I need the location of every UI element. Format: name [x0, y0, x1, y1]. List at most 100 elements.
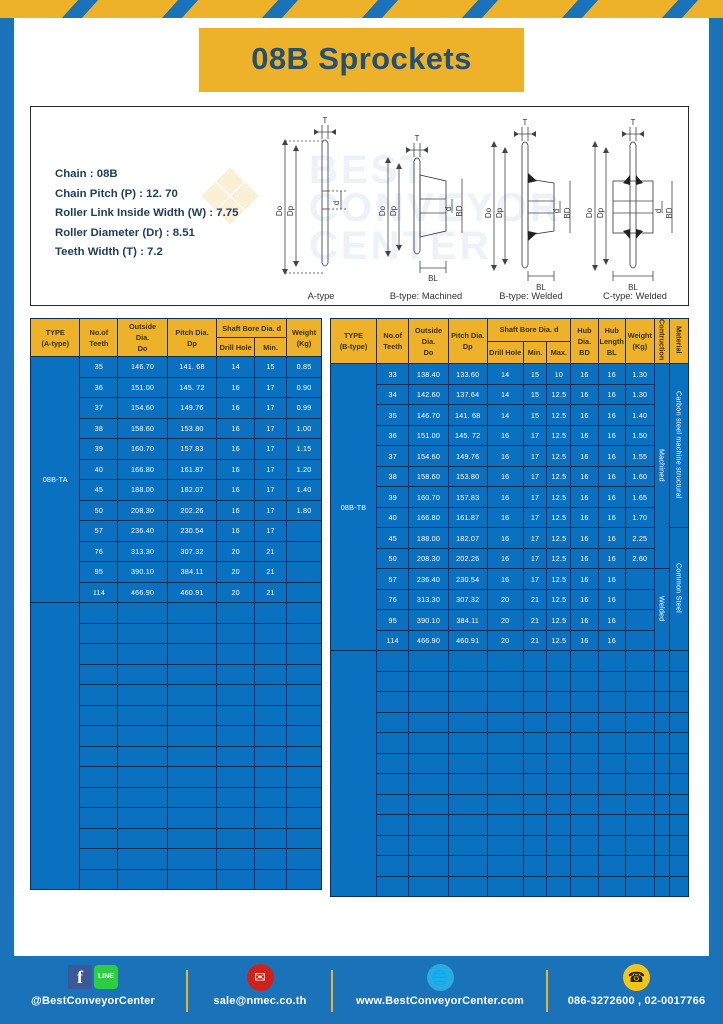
- cell-drill-hole: 20: [216, 561, 256, 583]
- cell-outside-dia: 160.70: [408, 486, 449, 508]
- footer-website[interactable]: 🌐 www.BestConveyorCenter.com: [335, 962, 545, 1018]
- diagram-caption: C-type: Welded: [603, 291, 667, 301]
- cell-pitch-dia: 307.32: [447, 588, 488, 611]
- table-a-header-row-2: Drill Hole Min.: [31, 337, 322, 357]
- th-outside-line1: Outside: [414, 325, 443, 335]
- cell-weight: 1.00: [286, 417, 322, 439]
- footer-email[interactable]: ✉ sale@nmec.co.th: [190, 962, 330, 1018]
- cell-min: 17: [254, 499, 288, 521]
- cell-outside-dia: 146.70: [408, 404, 449, 426]
- th-outside-dia: Outside Dia. Do: [408, 317, 449, 365]
- cell-weight: 1.40: [624, 404, 655, 426]
- cell-empty: [546, 670, 572, 693]
- cell-empty: [254, 766, 288, 788]
- facebook-icon[interactable]: f: [68, 965, 92, 989]
- table-row-empty: [31, 766, 322, 788]
- cell-empty: [166, 868, 218, 890]
- cell-teeth: 38: [79, 417, 119, 439]
- svg-text:Do: Do: [378, 205, 387, 216]
- specification-list: Chain : 08B Chain Pitch (P) : 12. 70 Rol…: [55, 165, 238, 263]
- table-row: 76 313.30 307.32 20 21 12.5 16 16: [331, 588, 689, 611]
- cell-empty: [166, 745, 218, 767]
- svg-text:BD: BD: [455, 205, 464, 216]
- cell-empty: [117, 807, 168, 829]
- footer-phone[interactable]: ☎ 086-3272600 , 02-0017766: [550, 962, 723, 1018]
- table-row: 95 390.10 384.11 20 21 12.5 16 16: [331, 609, 689, 631]
- cell-empty: [408, 732, 449, 754]
- cell-type-empty: [329, 650, 378, 898]
- footer-social[interactable]: f LINE @BestConveyorCenter: [0, 962, 186, 1018]
- cell-empty: [653, 855, 671, 877]
- cell-empty: [570, 855, 599, 877]
- cell-pitch-dia: 157.83: [447, 486, 488, 508]
- cell-empty: [408, 834, 449, 857]
- table-row-empty: [331, 855, 689, 877]
- svg-text:BD: BD: [665, 207, 674, 218]
- cell-hub-dia: 16: [570, 629, 599, 652]
- cell-outside-dia: 236.40: [408, 568, 449, 590]
- cell-empty: [216, 725, 256, 747]
- cell-empty: [117, 622, 168, 644]
- table-row-empty: [331, 875, 689, 898]
- mail-icon[interactable]: ✉: [246, 963, 274, 991]
- th-teeth-line2: Teeth: [383, 342, 403, 352]
- cell-teeth: 39: [79, 438, 119, 460]
- cell-weight: 1.50: [624, 424, 655, 447]
- cell-empty: [447, 834, 488, 857]
- table-row: 08B-TA 35 146.70 141. 68 14 15 0.85: [29, 356, 322, 603]
- cell-empty: [653, 691, 671, 713]
- cell-min: 15: [522, 363, 548, 385]
- cell-construction: Welded: [653, 568, 671, 652]
- th-type-line2: (A-type): [41, 338, 70, 348]
- cell-empty: [166, 827, 218, 849]
- cell-empty: [254, 725, 288, 747]
- footer-divider: [546, 970, 548, 1012]
- cell-max: 10: [546, 363, 572, 385]
- cell-pitch-dia: 230.54: [166, 520, 218, 542]
- cell-empty: [570, 650, 599, 672]
- svg-text:T: T: [523, 118, 528, 127]
- cell-min: 17: [254, 376, 288, 398]
- cell-empty: [254, 643, 288, 665]
- phone-icon[interactable]: ☎: [623, 963, 650, 991]
- cell-empty: [166, 602, 218, 624]
- cell-empty: [216, 807, 256, 829]
- svg-text:Dp: Dp: [389, 205, 398, 216]
- cell-hub-length: 16: [597, 404, 626, 426]
- cell-empty: [117, 663, 168, 685]
- cell-min: 17: [254, 458, 288, 480]
- cell-empty: [669, 752, 689, 775]
- cell-drill-hole: 14: [486, 363, 524, 385]
- footer-divider: [186, 970, 188, 1012]
- line-icon[interactable]: LINE: [94, 965, 118, 989]
- cell-weight: 1.65: [624, 486, 655, 508]
- cell-teeth: 50: [79, 499, 119, 521]
- cell-drill-hole: 16: [486, 506, 524, 529]
- cell-empty: [486, 752, 524, 775]
- cell-empty: [216, 827, 256, 849]
- cell-max: 12.5: [546, 568, 572, 590]
- cell-weight: 1.55: [624, 445, 655, 467]
- cell-empty: [624, 793, 655, 816]
- cell-empty: [216, 848, 256, 870]
- cell-empty: [447, 773, 488, 795]
- cell-weight: [286, 520, 322, 542]
- table-row: 57 236.40 230.54 16 17: [31, 520, 322, 542]
- phone-numbers: 086-3272600 , 02-0017766: [567, 995, 706, 1007]
- cell-empty: [166, 725, 218, 747]
- cell-empty: [522, 814, 548, 836]
- globe-icon[interactable]: 🌐: [426, 963, 454, 991]
- th-outside-line2: Dia.: [421, 336, 436, 346]
- cell-empty: [597, 793, 626, 816]
- cell-empty: [653, 752, 671, 775]
- cell-empty: [570, 793, 599, 816]
- cell-empty: [522, 793, 548, 816]
- cell-hub-dia: 16: [570, 404, 599, 426]
- cell-max: 12.5: [546, 547, 572, 570]
- cell-teeth: 40: [79, 458, 119, 480]
- svg-text:d: d: [654, 209, 663, 213]
- cell-empty: [166, 704, 218, 726]
- cell-empty: [286, 622, 322, 644]
- table-row-empty: [331, 670, 689, 693]
- cell-drill-hole: 20: [216, 540, 256, 562]
